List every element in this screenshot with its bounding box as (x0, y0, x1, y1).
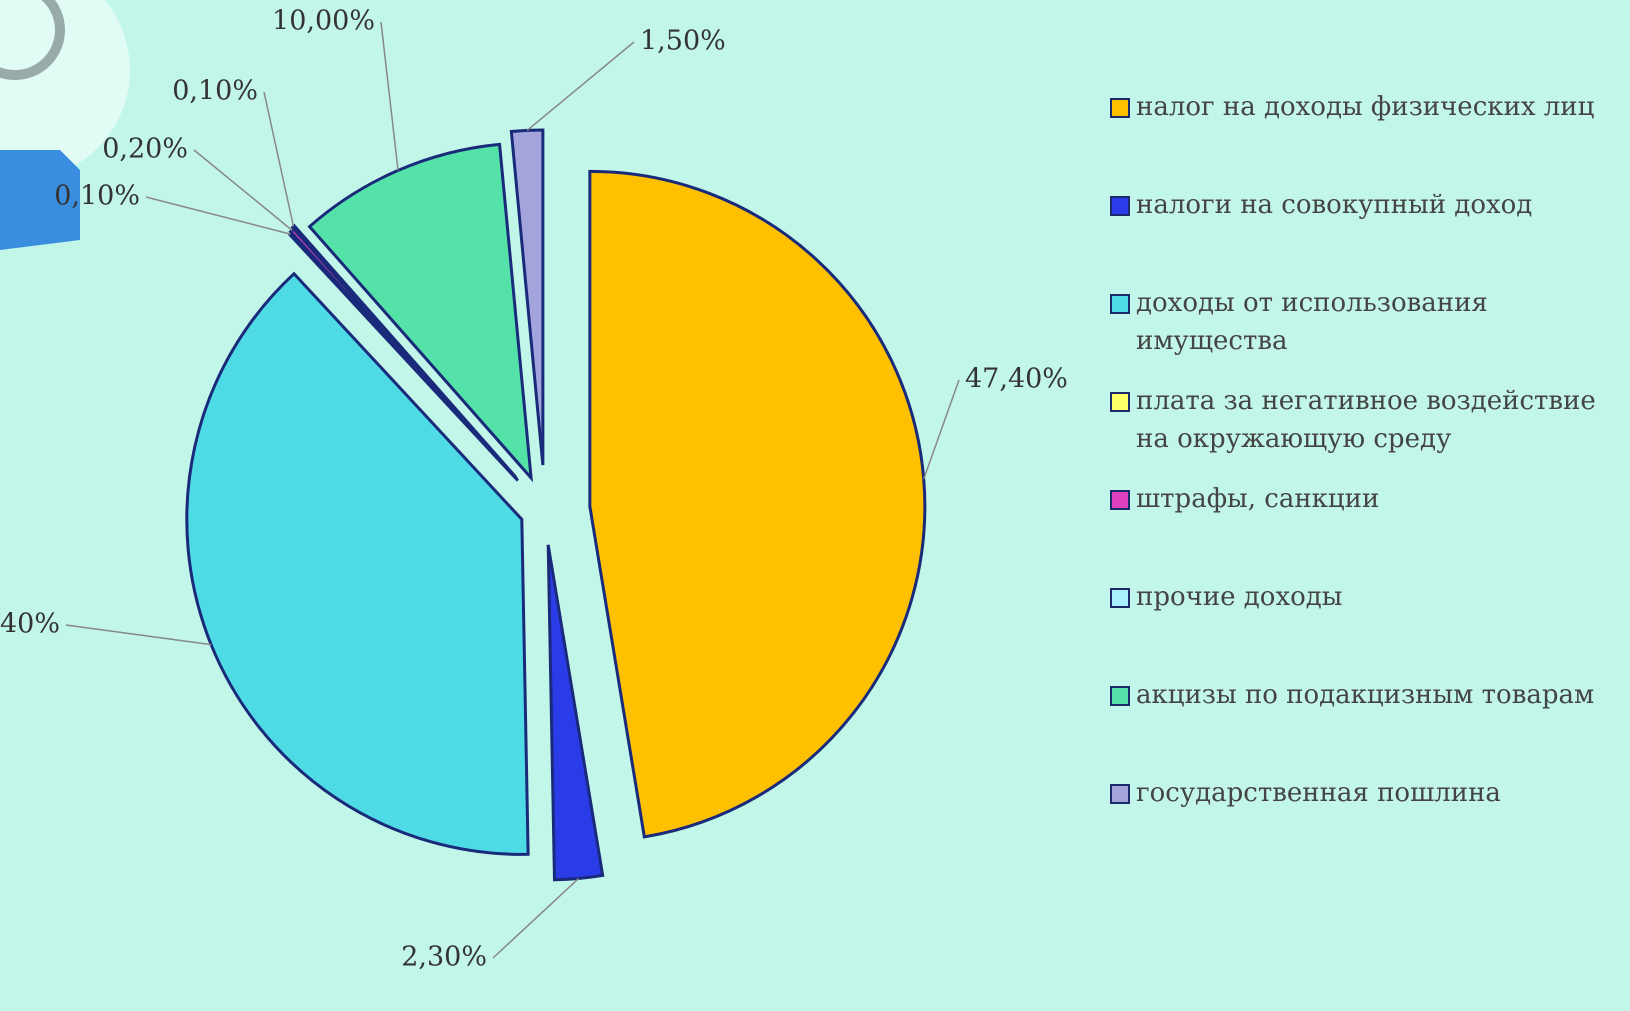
legend-label: налоги на совокупный доход (1136, 186, 1532, 224)
legend-swatch (1110, 294, 1130, 314)
legend-swatch (1110, 490, 1130, 510)
page: 47,40% 2,30% 38,40% 0,10% 0,20% 0,10% 10,00% 1,… (0, 0, 1630, 1011)
data-label: 0,20% (102, 134, 188, 165)
data-label: 2,30% (401, 942, 487, 973)
leader-line (66, 625, 211, 645)
leader-line (381, 22, 398, 170)
data-label: 47,40% (965, 364, 1068, 395)
leader-line (527, 42, 634, 130)
pie-slice (590, 171, 925, 837)
legend-swatch (1110, 392, 1130, 412)
legend-item: штрафы, санкции (1110, 480, 1620, 578)
legend-label: акцизы по подакцизным товарам (1136, 676, 1594, 714)
legend-item: доходы от использования имущества (1110, 284, 1620, 382)
legend-item: акцизы по подакцизным товарам (1110, 676, 1620, 774)
legend-label: доходы от использования имущества (1136, 284, 1620, 360)
data-label: 0,10% (172, 76, 258, 107)
legend-item: плата за негативное воздействие на окруж… (1110, 382, 1620, 480)
leader-line (264, 92, 293, 226)
data-label: 10,00% (272, 6, 375, 37)
data-label: 38,40% (0, 609, 60, 640)
legend: налог на доходы физических лиц налоги на … (1110, 88, 1620, 872)
legend-swatch (1110, 686, 1130, 706)
legend-swatch (1110, 784, 1130, 804)
data-label: 0,10% (54, 181, 140, 212)
legend-item: прочие доходы (1110, 578, 1620, 676)
legend-swatch (1110, 196, 1130, 216)
legend-label: прочие доходы (1136, 578, 1342, 616)
pie-slice (548, 545, 602, 880)
legend-label: государственная пошлина (1136, 774, 1501, 812)
legend-item: государственная пошлина (1110, 774, 1620, 872)
legend-swatch (1110, 98, 1130, 118)
data-label: 1,50% (640, 26, 726, 57)
legend-label: налог на доходы физических лиц (1136, 88, 1594, 126)
legend-item: налоги на совокупный доход (1110, 186, 1620, 284)
legend-label: штрафы, санкции (1136, 480, 1379, 518)
leader-line (146, 197, 291, 234)
leader-line (924, 380, 959, 479)
leader-line (194, 150, 292, 230)
leader-line (493, 878, 579, 958)
legend-swatch (1110, 588, 1130, 608)
legend-item: налог на доходы физических лиц (1110, 88, 1620, 186)
legend-label: плата за негативное воздействие на окруж… (1136, 382, 1620, 458)
